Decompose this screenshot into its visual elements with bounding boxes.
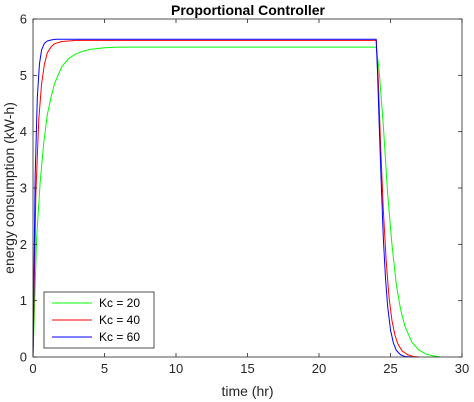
series-line-1 bbox=[32, 46, 441, 358]
legend: Kc = 20 Kc = 40 Kc = 60 bbox=[43, 291, 155, 349]
series-line-2 bbox=[32, 39, 420, 358]
legend-label-2: Kc = 40 bbox=[99, 313, 140, 327]
y-tick-label: 1 bbox=[20, 293, 27, 308]
x-tick-label: 20 bbox=[312, 361, 326, 376]
x-tick-label: 5 bbox=[101, 361, 108, 376]
x-tick-label: 25 bbox=[383, 361, 397, 376]
y-tick-label: 4 bbox=[20, 124, 27, 139]
y-tick-label: 5 bbox=[20, 68, 27, 83]
x-tick-label: 30 bbox=[455, 361, 469, 376]
y-tick-label: 6 bbox=[20, 12, 27, 27]
y-tick-label: 3 bbox=[20, 181, 27, 196]
series-line-3 bbox=[32, 38, 412, 358]
x-tick-label: 0 bbox=[29, 361, 36, 376]
x-tick-label: 10 bbox=[169, 361, 183, 376]
y-axis-label: energy consumption (kW-h) bbox=[1, 102, 17, 274]
series-layer bbox=[32, 38, 441, 358]
x-tick-label: 15 bbox=[240, 361, 254, 376]
x-axis-label: time (hr) bbox=[221, 383, 273, 399]
legend-label-1: Kc = 20 bbox=[99, 296, 140, 310]
legend-label-3: Kc = 60 bbox=[99, 330, 140, 344]
chart-title: Proportional Controller bbox=[171, 2, 326, 18]
axes: 0 5 10 15 20 25 30 0 1 2 3 4 5 6 bbox=[20, 12, 469, 377]
y-tick-label: 0 bbox=[20, 350, 27, 365]
y-tick-label: 2 bbox=[20, 237, 27, 252]
